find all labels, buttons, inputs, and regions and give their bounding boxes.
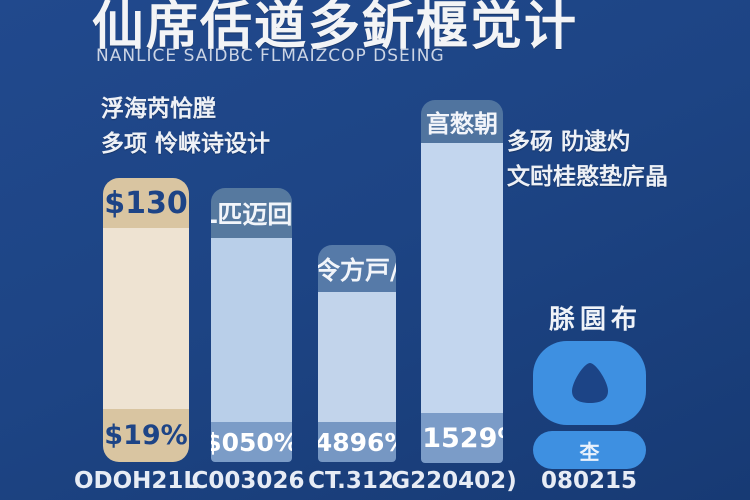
- bar-value-label: $19%: [103, 409, 189, 462]
- bar-top-label: L匹迈回/: [211, 188, 292, 238]
- x-axis-label: CT.312: [308, 468, 394, 494]
- annotation-right-line2: 文尀桂愍垫庍晶: [507, 164, 668, 190]
- bar-g220402: 亯憗朝 +1529%: [421, 100, 503, 463]
- bar-top-label: 令方戸/: [318, 245, 396, 292]
- bar-body: [421, 143, 503, 413]
- bar-body: [211, 238, 292, 422]
- bar-value-label: +1529%: [421, 413, 503, 463]
- pill-button-glyph: 杢: [579, 439, 600, 464]
- action-pill-button[interactable]: 杢: [533, 431, 646, 469]
- bar-odoh21l: $130 $19%: [103, 178, 189, 462]
- bar-ct312: 令方戸/ -4896%: [318, 245, 396, 462]
- bar-body: [103, 228, 189, 409]
- widget-caption: 080215: [540, 468, 638, 494]
- bar-body: [318, 292, 396, 422]
- x-axis-label: ODOH21L: [73, 468, 199, 494]
- x-axis-label: G220402): [391, 468, 517, 494]
- annotation-right-line1: 多砀 阞逮灼: [507, 129, 631, 155]
- rounded-triangle-cutout-icon: [571, 363, 608, 403]
- page-subtitle: NANLICE SAIDBC FLMAIZCOP DSEING: [96, 46, 445, 66]
- blob-shape-icon: [533, 341, 646, 425]
- widget-label: 脎囻布: [549, 305, 643, 335]
- annotation-left: 浮海芮恰膛 多项 怜崃诗设计: [101, 92, 270, 162]
- x-axis-label: C003026: [191, 468, 305, 494]
- annotation-left-line2: 多项 怜崃诗设计: [101, 131, 271, 157]
- bar-value-label: $050%: [211, 422, 292, 462]
- bar-top-label: 亯憗朝: [421, 100, 503, 143]
- annotation-right: 多砀 阞逮灼 文尀桂愍垫庍晶: [507, 125, 668, 195]
- bar-top-label: $130: [103, 178, 189, 228]
- bar-value-label: -4896%: [318, 422, 396, 462]
- page-title: 仙席佸遒多釿椻觉计: [92, 0, 579, 57]
- bar-c003026: L匹迈回/ $050%: [211, 188, 292, 462]
- annotation-left-line1: 浮海芮恰膛: [101, 96, 216, 122]
